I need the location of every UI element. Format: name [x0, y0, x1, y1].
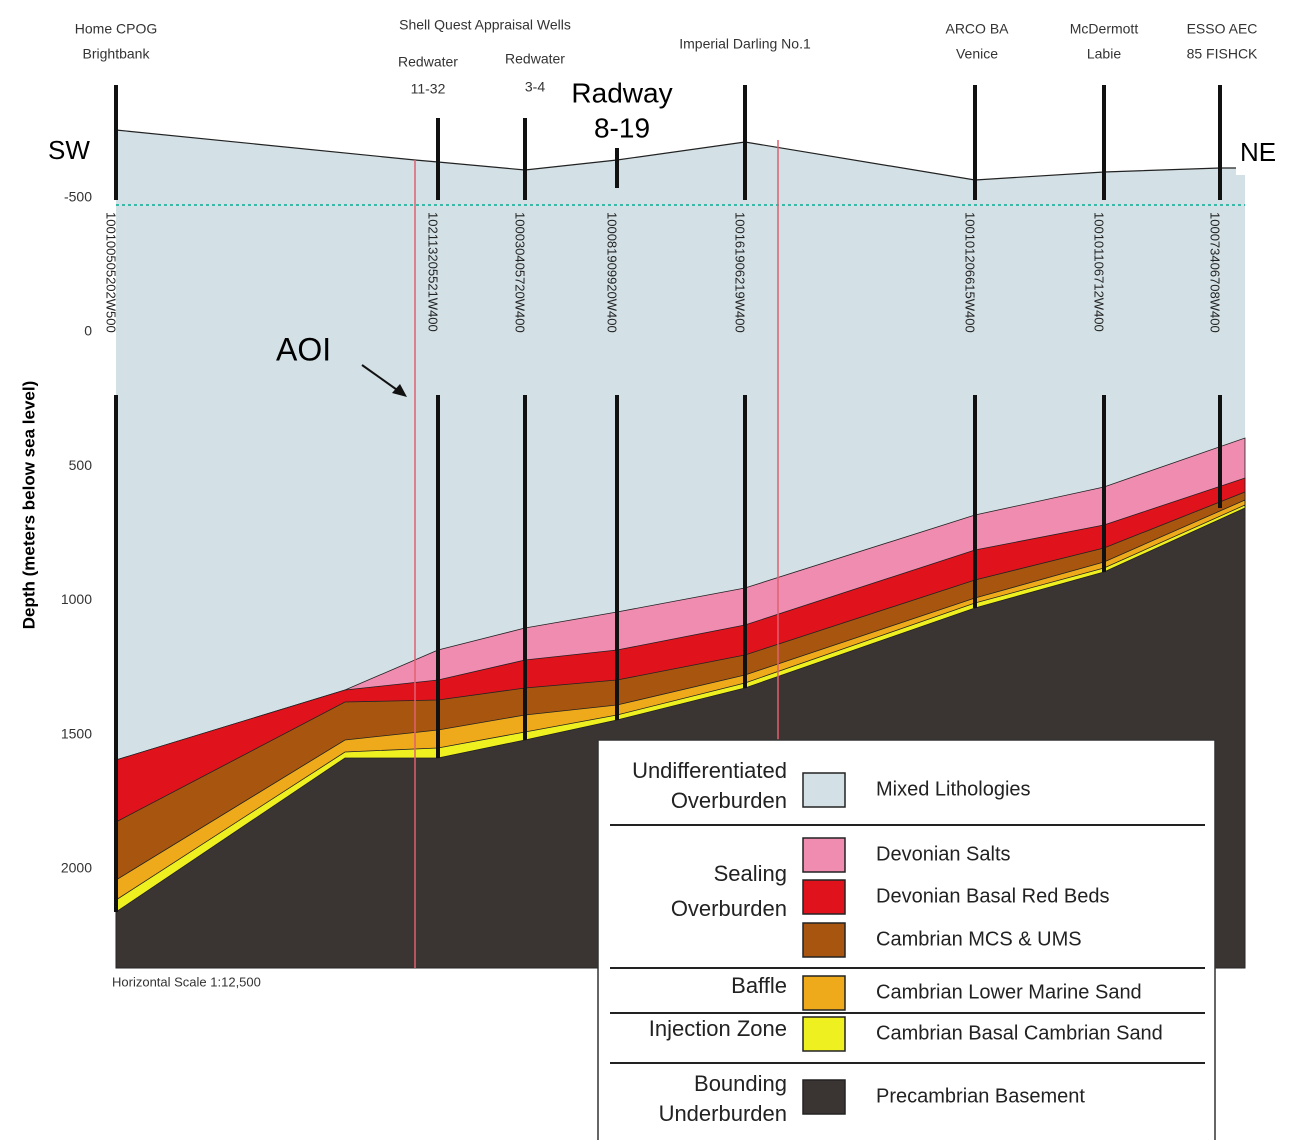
- legend-swatch: [803, 1080, 845, 1114]
- legend-label: Devonian Basal Red Beds: [876, 885, 1109, 907]
- well-name: Radway: [571, 77, 672, 108]
- well-name: ESSO AEC: [1187, 21, 1258, 37]
- well-name: Labie: [1087, 46, 1121, 62]
- well-name: Imperial Darling No.1: [679, 36, 811, 52]
- legend-group: Sealing: [714, 861, 787, 886]
- legend-group: Underburden: [659, 1101, 787, 1126]
- tick-label: -500: [64, 188, 92, 204]
- well-name: ARCO BA: [945, 21, 1009, 37]
- legend-label: Cambrian Lower Marine Sand: [876, 981, 1142, 1003]
- well-name: 85 FISHCK: [1187, 46, 1258, 62]
- legend-group: Overburden: [671, 788, 787, 813]
- tick-label: 2000: [61, 860, 92, 876]
- legend-label: Devonian Salts: [876, 843, 1011, 865]
- uwi: 100101106712W400: [1092, 212, 1107, 332]
- legend-swatch: [803, 838, 845, 872]
- legend-label: Cambrian MCS & UMS: [876, 928, 1082, 950]
- legend-group: Bounding: [694, 1071, 787, 1096]
- legend-group: Injection Zone: [649, 1016, 787, 1041]
- tick-label: 1000: [61, 591, 92, 607]
- legend-swatch: [803, 976, 845, 1010]
- well-name: Venice: [956, 46, 998, 62]
- uwi: 100100505202W500: [104, 212, 119, 333]
- group-label: Shell Quest Appraisal Wells: [399, 17, 571, 33]
- well-name: 11-32: [411, 81, 446, 97]
- tick-label: 0: [84, 323, 92, 339]
- uwi: 100073406708W400: [1208, 212, 1223, 333]
- well-name: Redwater: [398, 54, 458, 70]
- tick-label: 1500: [61, 725, 92, 741]
- legend-swatch: [803, 1017, 845, 1051]
- uwi: 100081909920W400: [605, 212, 620, 333]
- cross-section: Home CPOG Brightbank 100100505202W500 Redwa…: [0, 0, 1292, 1140]
- uwi: 100030405720W400: [513, 212, 528, 333]
- direction-right: NE: [1240, 137, 1276, 167]
- well-name: Home CPOG: [75, 21, 157, 37]
- legend-swatch: [803, 923, 845, 957]
- scale-note: Horizontal Scale 1:12,500: [112, 974, 261, 989]
- legend-group: Baffle: [731, 973, 787, 998]
- legend-label: Mixed Lithologies: [876, 778, 1031, 800]
- uwi: 100161906219W400: [733, 212, 748, 333]
- well-name: McDermott: [1070, 21, 1139, 37]
- uwi: 102113205521W400: [426, 212, 441, 332]
- legend-swatch: [803, 773, 845, 807]
- well-name: Brightbank: [83, 46, 151, 62]
- well-name: 3-4: [525, 79, 545, 95]
- annotation: AOI: [276, 331, 331, 367]
- uwi: 100101206615W400: [963, 212, 978, 333]
- legend-swatch: [803, 880, 845, 914]
- direction-left: SW: [48, 135, 90, 165]
- legend-label: Cambrian Basal Cambrian Sand: [876, 1022, 1163, 1044]
- legend-group: Overburden: [671, 896, 787, 921]
- legend-group: Undifferentiated: [632, 758, 787, 783]
- well-name: Redwater: [505, 51, 565, 67]
- tick-label: 500: [69, 457, 93, 473]
- legend-label: Precambrian Basement: [876, 1085, 1085, 1107]
- well-name: 8-19: [594, 112, 650, 143]
- axis-label: Depth (meters below sea level): [19, 381, 38, 629]
